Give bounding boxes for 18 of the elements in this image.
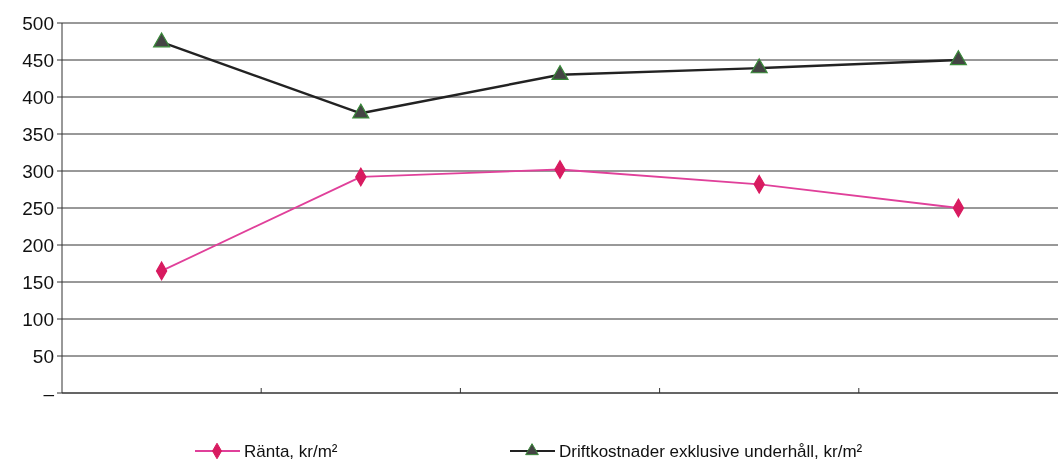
point: [352, 103, 370, 119]
y-tick-label: 250: [22, 197, 54, 219]
y-tick-label: 300: [22, 160, 54, 182]
point: [949, 50, 967, 66]
legend-label: Driftkostnader exklusive underhåll, kr/m²: [559, 441, 863, 461]
legend-label: Ränta, kr/m²: [244, 441, 338, 461]
y-tick-label: 150: [22, 271, 54, 293]
point: [750, 58, 768, 74]
y-tick-label: 200: [22, 234, 54, 256]
y-tick-label: 450: [22, 49, 54, 71]
y-tick-label: 100: [22, 308, 54, 330]
y-tick-label: 350: [22, 123, 54, 145]
y-tick-label: 500: [22, 12, 54, 34]
y-tick-label: –: [43, 382, 55, 404]
point: [153, 32, 171, 48]
point: [551, 65, 569, 80]
y-tick-label: 50: [32, 345, 54, 367]
y-tick-label: 400: [22, 86, 54, 108]
